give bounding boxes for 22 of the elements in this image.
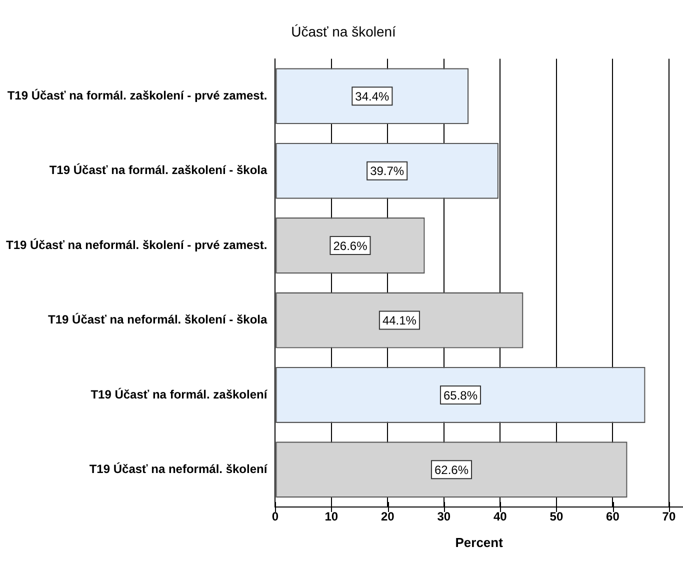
x-tick-label: 40 xyxy=(494,510,508,524)
x-tick-label: 0 xyxy=(272,510,279,524)
x-tick-label: 20 xyxy=(381,510,395,524)
data-label: 26.6% xyxy=(333,238,368,253)
x-tick-label: 10 xyxy=(324,510,338,524)
data-label: 44.1% xyxy=(382,314,417,328)
data-label: 65.8% xyxy=(443,388,478,402)
data-label: 39.7% xyxy=(370,164,404,178)
x-axis-title: Percent xyxy=(455,534,504,550)
x-tick-label: 60 xyxy=(606,510,620,524)
data-label: 62.6% xyxy=(434,462,469,477)
y-tick-label: T19 Účasť na neformál. školení - škola xyxy=(48,312,268,327)
chart-title: Účasť na školení xyxy=(291,23,396,40)
data-label: 34.4% xyxy=(355,89,390,104)
y-tick-label: T19 Účasť na formál. zaškolení - prvé zamest. xyxy=(7,88,268,102)
y-tick-label: T19 Účasť na formál. zaškolení - škola xyxy=(49,163,268,178)
y-tick-label: T19 Účasť na neformál. školení - prvé zamest. xyxy=(6,238,268,252)
x-tick-label: 50 xyxy=(550,510,564,524)
x-tick-label: 30 xyxy=(437,510,451,524)
y-tick-label: T19 Účasť na neformál. školení xyxy=(89,462,268,476)
x-tick-label: 70 xyxy=(662,510,676,524)
y-tick-label: T19 Účasť na formál. zaškolení xyxy=(90,387,268,402)
